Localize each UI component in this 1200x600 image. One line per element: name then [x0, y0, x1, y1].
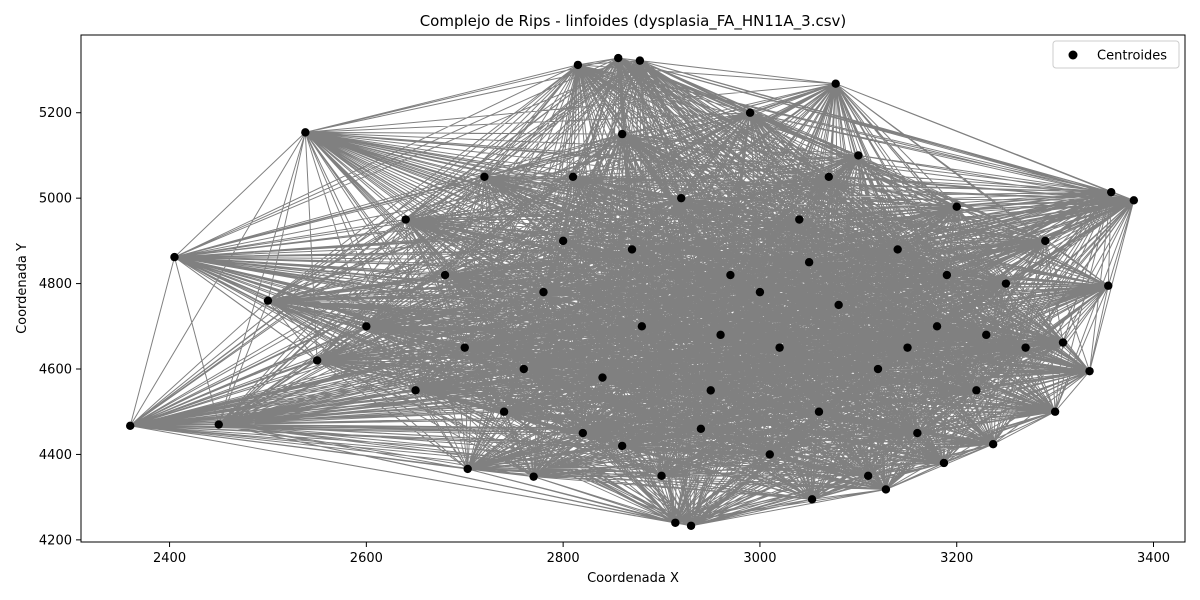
- centroid-point: [939, 458, 949, 468]
- centroid-point: [1104, 281, 1113, 290]
- centroid-point: [903, 343, 912, 352]
- centroid-point: [1001, 279, 1011, 288]
- centroid-point: [972, 386, 981, 395]
- centroid-point: [125, 421, 135, 431]
- centroid-point: [635, 56, 645, 65]
- centroid-point: [657, 471, 666, 480]
- y-tick-label: 4600: [39, 363, 72, 378]
- centroid-point: [214, 420, 223, 429]
- centroid-point: [411, 386, 420, 395]
- centroid-point: [804, 258, 814, 267]
- legend-box: [1052, 40, 1180, 69]
- centroid-point: [263, 296, 273, 305]
- centroid-point: [463, 464, 472, 474]
- centroid-point: [745, 108, 755, 117]
- centroid-point: [539, 287, 548, 297]
- centroid-point: [568, 172, 578, 182]
- rips-edge-lines: [129, 57, 1135, 527]
- centroid-point: [440, 270, 450, 280]
- centroid-point: [598, 373, 607, 382]
- centroid-point: [988, 439, 998, 449]
- legend-marker-centroides: [1068, 50, 1078, 60]
- centroid-point: [696, 424, 706, 434]
- centroid-point: [755, 287, 765, 297]
- centroid-point: [170, 252, 179, 262]
- centroid-point: [578, 428, 588, 438]
- rips-edges: [129, 57, 1135, 527]
- centroid-point: [617, 441, 627, 451]
- centroid-point: [614, 53, 623, 63]
- x-axis-label: Coordenada X: [587, 571, 679, 586]
- centroid-point: [480, 172, 489, 182]
- centroid-point: [1021, 343, 1030, 352]
- centroid-point: [499, 407, 509, 416]
- centroid-point: [519, 364, 528, 374]
- centroid-point: [1129, 196, 1139, 205]
- centroid-point: [814, 407, 824, 416]
- centroid-point: [573, 60, 583, 70]
- centroid-point: [807, 495, 817, 504]
- centroid-point: [863, 471, 873, 480]
- centroid-point: [765, 450, 774, 459]
- centroid-point: [637, 322, 647, 331]
- y-axis-label: Coordenada Y: [15, 243, 30, 334]
- centroid-points: [125, 53, 1139, 530]
- centroid-point: [795, 215, 804, 224]
- x-tick-label: 2600: [350, 551, 383, 566]
- centroid-point: [1050, 407, 1060, 416]
- centroid-point: [529, 472, 538, 481]
- y-tick-label: 5200: [39, 106, 72, 121]
- y-axis-ticks: 4200 4400 4600 4800 5000 5200: [39, 106, 81, 548]
- y-tick-label: 4800: [39, 277, 72, 292]
- centroid-point: [1041, 236, 1050, 246]
- centroid-point: [401, 215, 410, 224]
- y-tick-label: 5000: [39, 192, 72, 207]
- y-tick-label: 4200: [39, 533, 72, 548]
- centroid-point: [686, 521, 696, 530]
- legend: Centroides: [1052, 40, 1180, 69]
- centroid-point: [1058, 338, 1068, 347]
- x-tick-label: 2400: [153, 551, 186, 566]
- centroid-point: [558, 236, 568, 246]
- x-axis-ticks: 2400 2600 2800 3000 3200 3400: [153, 542, 1170, 566]
- centroid-point: [312, 356, 322, 365]
- x-tick-label: 3400: [1137, 551, 1170, 566]
- centroid-point: [460, 343, 469, 352]
- centroid-point: [942, 270, 952, 280]
- x-tick-label: 3000: [743, 551, 776, 566]
- centroid-point: [1085, 366, 1094, 376]
- y-tick-label: 4400: [39, 448, 72, 463]
- centroid-point: [854, 151, 863, 160]
- legend-label-centroides: Centroides: [1097, 49, 1167, 64]
- chart-title: Complejo de Rips - linfoides (dysplasia_…: [420, 12, 847, 31]
- centroid-point: [362, 322, 371, 331]
- centroid-point: [617, 129, 627, 139]
- centroid-point: [671, 518, 680, 527]
- centroid-point: [1107, 187, 1116, 197]
- plot-frame: [80, 34, 1186, 543]
- centroid-point: [932, 322, 942, 331]
- centroid-point: [627, 245, 637, 254]
- centroid-point: [982, 330, 991, 340]
- centroid-point: [913, 428, 922, 438]
- centroid-point: [301, 128, 310, 137]
- centroid-point: [881, 485, 891, 494]
- centroid-point: [831, 79, 840, 88]
- centroid-point: [726, 270, 735, 280]
- centroid-point: [952, 202, 961, 211]
- centroid-point: [775, 343, 784, 352]
- centroid-point: [706, 386, 715, 395]
- x-tick-label: 2800: [547, 551, 580, 566]
- centroid-point: [677, 193, 686, 203]
- x-tick-label: 3200: [940, 551, 973, 566]
- centroid-point: [893, 245, 902, 254]
- centroid-point: [873, 364, 883, 374]
- centroid-point: [824, 172, 834, 182]
- centroid-point: [716, 330, 725, 340]
- centroid-point: [834, 300, 843, 310]
